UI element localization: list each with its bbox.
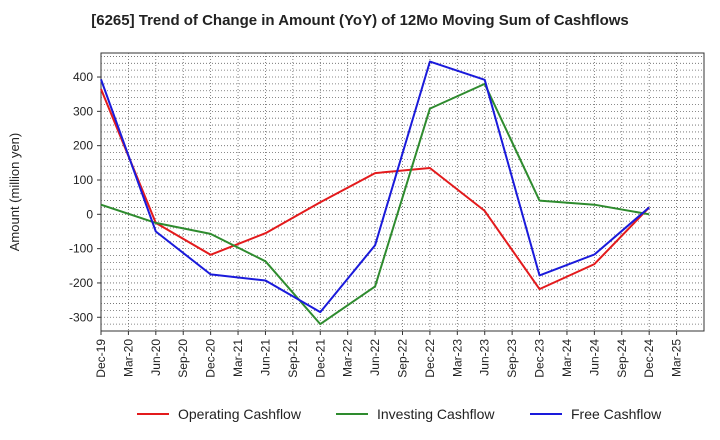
x-tick-label: Dec-24 [642,339,656,378]
legend-label: Free Cashflow [571,406,662,422]
legend-label: Investing Cashflow [377,406,495,422]
x-tick-label: Dec-22 [423,339,437,378]
x-tick-label: Dec-21 [313,339,327,378]
x-tick-label: Dec-20 [204,339,218,378]
x-tick-label: Sep-22 [396,339,410,378]
y-tick-label: -300 [69,310,93,324]
x-tick-label: Jun-22 [368,339,382,376]
x-tick-label: Jun-24 [587,339,601,376]
y-tick-label: -100 [69,242,93,256]
y-tick-label: 200 [73,139,93,153]
legend: Operating Cashflow Investing Cashflow Free… [137,406,662,422]
x-tick-label: Jun-20 [149,339,163,376]
x-tick-label: Mar-21 [231,339,245,377]
x-tick-label: Dec-23 [533,339,547,378]
series-lines [100,60,650,326]
legend-label: Operating Cashflow [178,406,302,422]
y-tick-label: -200 [69,276,93,290]
series-line-free-cashflow [100,60,650,314]
grid-lines [101,53,704,331]
y-tick-label: 100 [73,173,93,187]
x-tick-label: Sep-24 [615,339,629,378]
x-tick-label: Mar-22 [341,339,355,377]
series-line-investing-cashflow [100,82,650,326]
x-tick-label: Mar-24 [560,339,574,377]
series-line-operating-cashflow [100,88,650,291]
y-tick-label: 400 [73,70,93,84]
x-tick-label: Mar-23 [450,339,464,377]
y-axis-label: Amount (million yen) [7,133,22,252]
x-tick-label: Sep-21 [286,339,300,378]
x-tick-label: Sep-23 [505,339,519,378]
x-tick-label: Jun-21 [258,339,272,376]
x-tick-label: Mar-25 [670,339,684,377]
x-tick-label: Dec-19 [94,339,108,378]
x-tick-label: Sep-20 [176,339,190,378]
x-axis-ticks: Dec-19 Mar-20 Jun-20 Sep-20 Dec-20 Mar-21 Jun-… [94,331,684,378]
x-tick-label: Mar-20 [121,339,135,377]
y-tick-label: 300 [73,104,93,118]
y-axis-ticks: 400 300 200 100 0 -100 -200 -300 [69,70,101,324]
y-tick-label: 0 [86,207,93,221]
chart-title: [6265] Trend of Change in Amount (YoY) o… [91,12,629,29]
x-tick-label: Jun-23 [478,339,492,376]
